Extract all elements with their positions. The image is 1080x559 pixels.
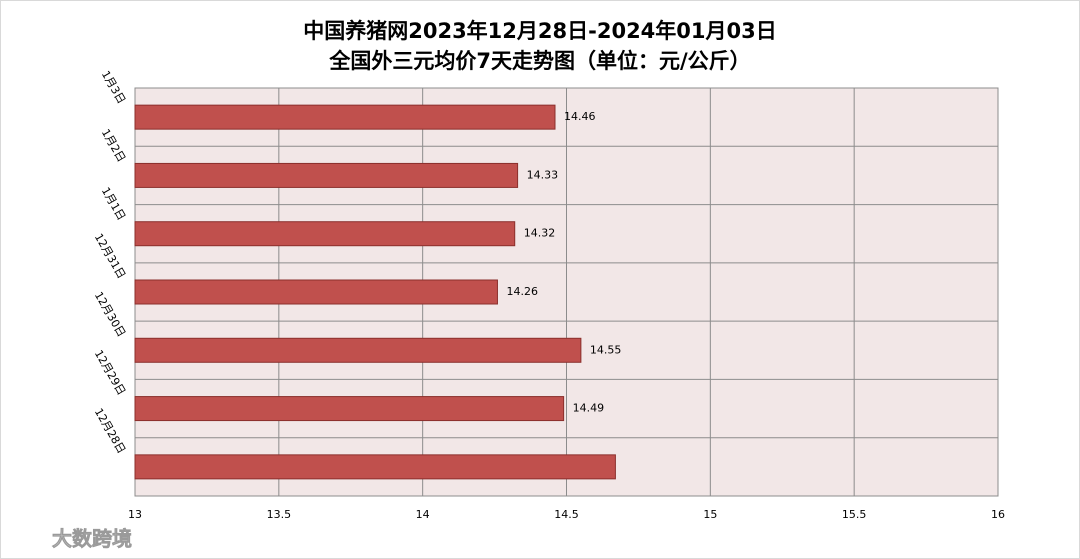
value-label: 14.33: [527, 168, 559, 181]
x-tick-label: 13: [128, 508, 142, 521]
watermark: 大数跨境: [52, 527, 132, 551]
x-tick-label: 16: [991, 508, 1005, 521]
value-label: 14.55: [590, 343, 622, 356]
value-label: 14.32: [524, 227, 556, 240]
bar: [134, 279, 498, 305]
x-tick-label: 15.5: [842, 508, 867, 521]
bar: [134, 396, 565, 422]
x-tick-label: 15: [703, 508, 717, 521]
bar: [134, 454, 616, 480]
chart-subtitle: 全国外三元均价7天走势图（单位：元/公斤）: [328, 49, 750, 73]
bar: [134, 221, 516, 247]
bar: [134, 104, 556, 130]
value-label: 14.26: [506, 285, 537, 298]
value-label: 14.46: [564, 110, 596, 123]
bar: [134, 337, 582, 363]
bar: [134, 162, 519, 188]
x-tick-label: 14.5: [554, 508, 579, 521]
value-label: 14.49: [573, 402, 605, 415]
x-tick-label: 13.5: [267, 508, 292, 521]
chart-title: 中国养猪网2023年12月28日-2024年01月03日: [303, 19, 777, 43]
x-tick-label: 14: [416, 508, 430, 521]
